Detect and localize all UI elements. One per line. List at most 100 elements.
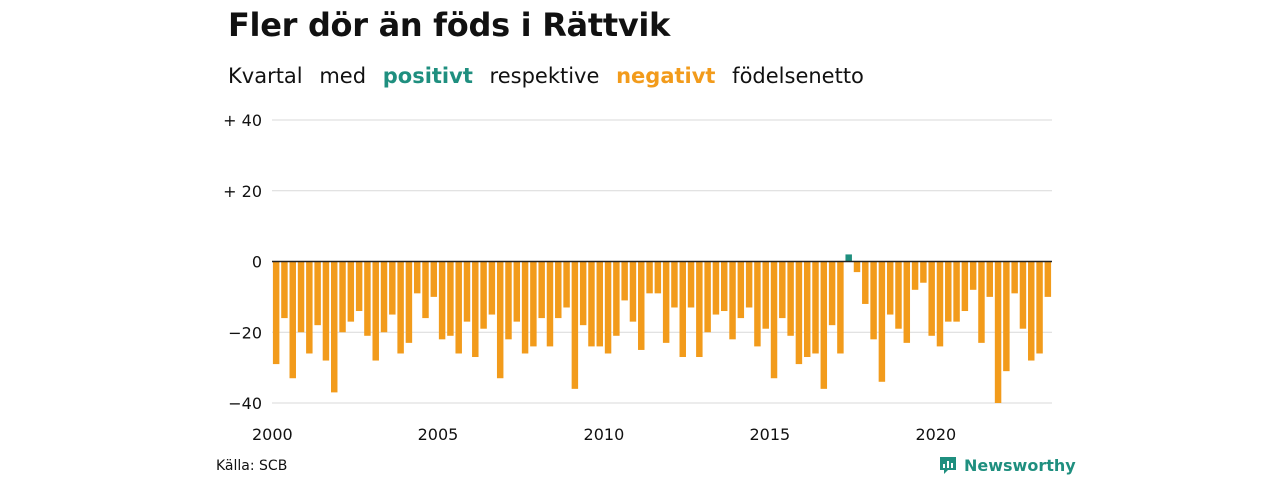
bar-negative bbox=[621, 261, 628, 301]
bar-negative bbox=[604, 261, 612, 354]
bar-negative bbox=[886, 261, 894, 315]
bar-negative bbox=[272, 261, 280, 365]
bar-negative bbox=[306, 261, 313, 354]
bar-negative bbox=[662, 261, 670, 343]
bar-negative bbox=[945, 261, 952, 322]
subtitle-word: Kvartal bbox=[228, 64, 303, 88]
bar-negative bbox=[347, 261, 355, 322]
bar-negative bbox=[571, 261, 579, 389]
bar-negative bbox=[513, 261, 521, 322]
y-tick-label: + 20 bbox=[223, 182, 262, 201]
bar-negative bbox=[994, 261, 1002, 403]
bar-negative bbox=[638, 261, 645, 350]
bar-negative bbox=[405, 261, 413, 343]
bar-negative bbox=[696, 261, 703, 358]
bar-negative bbox=[853, 261, 861, 273]
bar-negative bbox=[646, 261, 653, 294]
chart-subtitle: Kvartal med positivt respektive negativt… bbox=[228, 64, 874, 88]
bar-negative bbox=[878, 261, 886, 382]
bar-negative bbox=[754, 261, 761, 347]
bar-negative bbox=[812, 261, 819, 354]
bar-negative bbox=[521, 261, 529, 354]
bar-negative bbox=[430, 261, 438, 297]
bar-negative bbox=[455, 261, 462, 354]
bar-negative bbox=[447, 261, 454, 336]
x-tick-label: 2020 bbox=[915, 425, 956, 444]
bar-negative bbox=[862, 261, 869, 304]
bar-negative bbox=[721, 261, 728, 312]
bar-negative bbox=[787, 261, 794, 336]
bar-negative bbox=[770, 261, 778, 379]
bar-negative bbox=[920, 261, 927, 283]
y-tick-label: −40 bbox=[228, 394, 262, 413]
bar-negative bbox=[505, 261, 512, 340]
bar-negative bbox=[488, 261, 496, 315]
bar-negative bbox=[729, 261, 736, 340]
bar-negative bbox=[472, 261, 479, 358]
y-tick-label: −20 bbox=[228, 323, 262, 342]
bar-negative bbox=[339, 261, 346, 333]
bar-negative bbox=[795, 261, 803, 365]
bar-negative bbox=[463, 261, 471, 322]
bar-negative bbox=[762, 261, 769, 329]
bar-negative bbox=[322, 261, 330, 361]
bar-negative bbox=[546, 261, 554, 347]
bar-negative bbox=[1003, 261, 1010, 372]
bar-negative bbox=[928, 261, 935, 336]
bar-negative bbox=[712, 261, 720, 315]
bar-negative bbox=[289, 261, 296, 379]
bar-negative bbox=[422, 261, 429, 319]
y-tick-label: + 40 bbox=[223, 111, 262, 130]
legend-negative: negativt bbox=[616, 64, 716, 88]
bar-negative bbox=[364, 261, 371, 336]
x-tick-label: 2015 bbox=[750, 425, 791, 444]
bar-negative bbox=[837, 261, 844, 354]
brand-logo: Newsworthy bbox=[938, 455, 1076, 475]
legend-positive: positivt bbox=[382, 64, 473, 88]
bar-negative bbox=[978, 261, 985, 343]
bar-negative bbox=[530, 261, 537, 347]
chart-title: Fler dör än föds i Rättvik bbox=[228, 6, 671, 44]
bar-negative bbox=[911, 261, 919, 290]
bar-negative bbox=[579, 261, 587, 326]
bar-negative bbox=[380, 261, 388, 333]
bar-negative bbox=[480, 261, 487, 329]
bar-negative bbox=[803, 261, 811, 358]
x-tick-label: 2010 bbox=[584, 425, 625, 444]
bar-negative bbox=[779, 261, 786, 319]
bar-negative bbox=[704, 261, 711, 333]
newsworthy-logo-icon bbox=[940, 457, 956, 474]
bar-negative bbox=[389, 261, 396, 315]
subtitle-word: med bbox=[319, 64, 367, 88]
bar-positive bbox=[845, 254, 852, 262]
bar-negative bbox=[331, 261, 338, 393]
bar-negative bbox=[1011, 261, 1018, 294]
subtitle-word: respektive bbox=[489, 64, 600, 88]
bar-negative bbox=[413, 261, 421, 294]
bar-negative bbox=[870, 261, 877, 340]
bar-negative bbox=[372, 261, 379, 361]
bar-negative bbox=[895, 261, 902, 329]
bar-negative bbox=[986, 261, 993, 297]
bar-negative bbox=[438, 261, 446, 340]
bar-negative bbox=[1028, 261, 1035, 361]
bar-negative bbox=[314, 261, 321, 326]
bar-negative bbox=[1019, 261, 1027, 329]
bar-negative bbox=[496, 261, 504, 379]
bar-negative bbox=[936, 261, 944, 347]
bar-negative bbox=[961, 261, 969, 312]
bar-negative bbox=[538, 261, 545, 319]
bar-negative bbox=[555, 261, 562, 319]
bar-negative bbox=[679, 261, 686, 358]
y-tick-label: 0 bbox=[252, 253, 262, 272]
source-note: Källa: SCB bbox=[216, 458, 288, 474]
bar-negative bbox=[613, 261, 620, 336]
bar-negative bbox=[737, 261, 745, 319]
bar-negative bbox=[953, 261, 960, 322]
bar-negative bbox=[969, 261, 977, 290]
bar-negative bbox=[1044, 261, 1052, 297]
bar-negative bbox=[654, 261, 662, 294]
bar-negative bbox=[355, 261, 363, 312]
bar-negative bbox=[596, 261, 603, 347]
subtitle-word: födelsenetto bbox=[732, 64, 864, 88]
